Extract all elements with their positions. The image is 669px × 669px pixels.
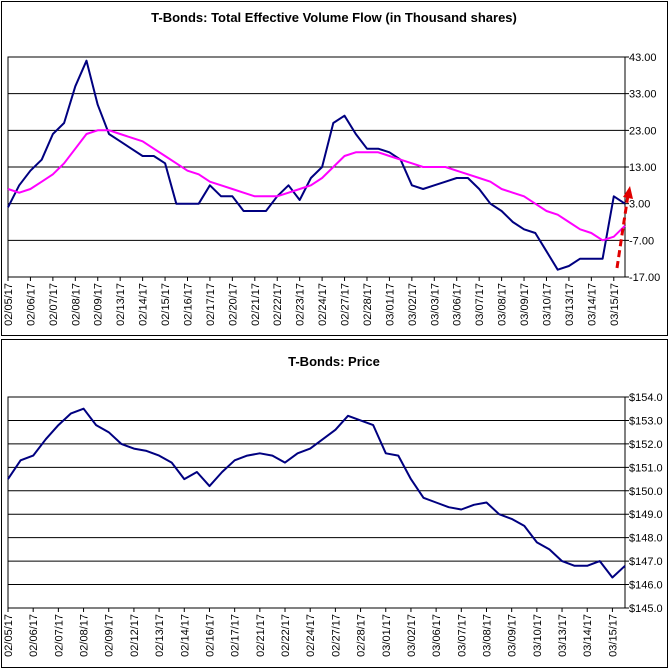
x-tick-label: 03/02/17 — [406, 614, 418, 657]
x-tick-label: 02/17/17 — [230, 614, 242, 657]
x-tick-label: 02/21/17 — [250, 283, 262, 326]
y-tick-label: 3.00 — [629, 199, 650, 211]
series-line — [7, 129, 626, 242]
trend-arrow — [615, 194, 630, 269]
x-tick-label: 02/24/17 — [305, 614, 317, 657]
x-tick-label: 02/09/17 — [93, 283, 105, 326]
x-tick-label: 02/06/17 — [25, 283, 37, 326]
y-tick-label: -17.00 — [629, 272, 660, 284]
x-tick-label: 03/01/17 — [384, 283, 396, 326]
x-tick-label: 02/06/17 — [28, 614, 40, 657]
chart-title: T-Bonds: Price — [288, 354, 380, 369]
x-tick-label: 03/10/17 — [541, 283, 553, 326]
x-tick-label: 02/14/17 — [138, 283, 150, 326]
y-tick-label: $146.0 — [629, 580, 663, 592]
x-tick-label: 02/09/17 — [104, 614, 116, 657]
x-tick-label: 03/08/17 — [481, 614, 493, 657]
x-tick-label: 02/08/17 — [70, 283, 82, 326]
x-tick-label: 02/23/17 — [295, 283, 307, 326]
x-tick-label: 03/09/17 — [519, 283, 531, 326]
x-tick-label: 03/02/17 — [407, 283, 419, 326]
x-tick-label: 02/07/17 — [53, 614, 65, 657]
x-tick-label: 02/05/17 — [3, 283, 15, 326]
x-tick-label: 02/20/17 — [227, 283, 239, 326]
x-tick-label: 02/12/17 — [129, 614, 141, 657]
y-tick-label: $151.0 — [629, 462, 663, 474]
x-tick-label: 03/15/17 — [607, 614, 619, 657]
x-tick-label: 03/15/17 — [609, 283, 621, 326]
x-tick-label: 02/22/17 — [272, 283, 284, 326]
x-tick-label: 02/28/17 — [362, 283, 374, 326]
x-tick-label: 03/08/17 — [497, 283, 509, 326]
x-tick-label: 03/06/17 — [431, 614, 443, 657]
x-tick-label: 02/14/17 — [179, 614, 191, 657]
y-tick-label: 33.00 — [629, 89, 657, 101]
y-tick-label: $154.0 — [629, 392, 663, 404]
y-tick-label: -7.00 — [629, 235, 654, 247]
x-tick-label: 02/16/17 — [204, 614, 216, 657]
chart-title: T-Bonds: Total Effective Volume Flow (in… — [151, 10, 517, 25]
x-tick-label: 02/28/17 — [356, 614, 368, 657]
y-tick-label: $150.0 — [629, 486, 663, 498]
volume-panel: 43.00 33.00 23.00 13.00 3.00 -7.00 -17.00 02/05… — [3, 52, 660, 326]
x-tick-label: 02/13/17 — [115, 283, 127, 326]
series-line — [7, 407, 626, 579]
panel-frame — [1, 339, 668, 668]
x-tick-label: 02/27/17 — [340, 283, 352, 326]
y-tick-label: 13.00 — [629, 162, 657, 174]
x-tick-label: 03/07/17 — [456, 614, 468, 657]
y-tick-label: $145.0 — [629, 603, 663, 615]
x-tick-label: 02/07/17 — [48, 283, 60, 326]
y-tick-label: $148.0 — [629, 533, 663, 545]
x-tick-label: 03/13/17 — [564, 283, 576, 326]
x-tick-label: 02/15/17 — [160, 283, 172, 326]
y-tick-label: 43.00 — [629, 52, 657, 64]
x-tick-label: 03/03/17 — [429, 283, 441, 326]
y-tick-label: $153.0 — [629, 415, 663, 427]
x-tick-label: 03/14/17 — [582, 614, 594, 657]
x-tick-label: 02/24/17 — [317, 283, 329, 326]
price-panel: $154.0 $153.0 $152.0 $151.0 $150.0 $149.0 $148… — [3, 392, 663, 657]
x-tick-label: 02/08/17 — [79, 614, 91, 657]
x-tick-label: 02/17/17 — [205, 283, 217, 326]
x-tick-label: 02/13/17 — [154, 614, 166, 657]
y-tick-label: $147.0 — [629, 556, 663, 568]
x-tick-label: 02/05/17 — [3, 614, 15, 657]
x-tick-label: 02/27/17 — [330, 614, 342, 657]
x-tick-label: 03/06/17 — [452, 283, 464, 326]
y-tick-label: $149.0 — [629, 509, 663, 521]
x-tick-label: 03/10/17 — [532, 614, 544, 657]
series-line — [7, 59, 626, 271]
x-tick-label: 03/13/17 — [557, 614, 569, 657]
x-tick-label: 02/16/17 — [182, 283, 194, 326]
arrow-head — [623, 186, 633, 199]
x-tick-label: 03/09/17 — [507, 614, 519, 657]
x-tick-label: 03/14/17 — [586, 283, 598, 326]
x-tick-label: 03/01/17 — [381, 614, 393, 657]
y-tick-label: 23.00 — [629, 125, 657, 137]
x-tick-label: 03/07/17 — [474, 283, 486, 326]
x-tick-label: 02/21/17 — [255, 614, 267, 657]
x-tick-label: 02/22/17 — [280, 614, 292, 657]
y-tick-label: $152.0 — [629, 439, 663, 451]
